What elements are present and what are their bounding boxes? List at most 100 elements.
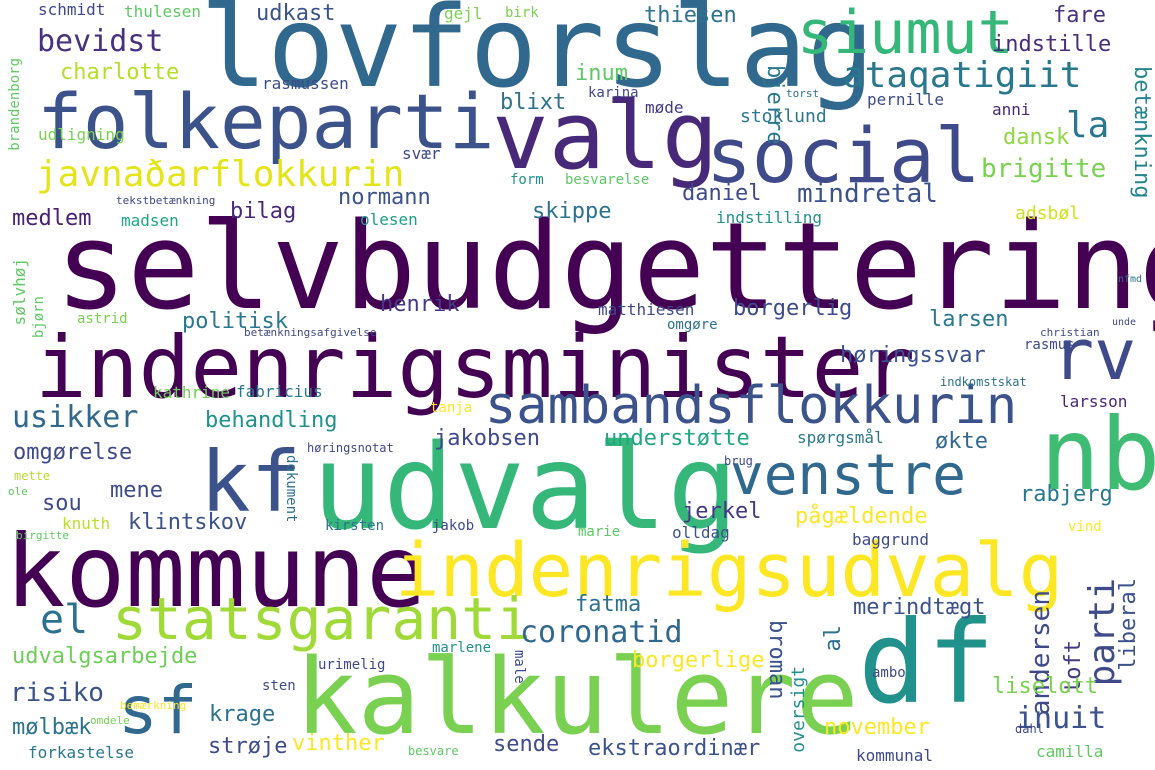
- word: udligning: [38, 125, 125, 144]
- word: inum: [575, 61, 628, 86]
- word: gejl: [444, 4, 483, 23]
- word: statsgaranti: [112, 585, 532, 653]
- word: betænkning: [1129, 66, 1154, 199]
- word: birk: [505, 5, 539, 21]
- word: matthiesen: [598, 300, 695, 319]
- word: knuth: [62, 514, 111, 533]
- word: mene: [110, 478, 163, 503]
- word: behandling: [205, 408, 338, 433]
- word: thulesen: [124, 2, 202, 21]
- word: borgerlig: [733, 296, 853, 321]
- word: omgørelse: [13, 440, 133, 465]
- word: madsen: [121, 211, 179, 230]
- word: rv: [1052, 314, 1137, 396]
- word: folkeparti: [37, 77, 495, 166]
- word: ambo: [872, 665, 906, 681]
- word: larsen: [929, 307, 1009, 332]
- word: jerkel: [682, 499, 762, 524]
- word: jakobsen: [434, 426, 540, 451]
- word: tanja: [430, 400, 473, 416]
- word: ole: [8, 485, 28, 498]
- word: valg: [492, 82, 719, 191]
- word: sølvhøj: [10, 258, 29, 326]
- word: ekstraordinær: [588, 736, 761, 761]
- word: el: [40, 597, 89, 643]
- word: la: [1066, 105, 1110, 146]
- word: bevidst: [37, 24, 164, 59]
- word: økte: [935, 429, 988, 454]
- word: dokument: [283, 455, 299, 523]
- word: olesen: [360, 210, 418, 229]
- word: pågældende: [795, 504, 928, 529]
- word: urimelig: [318, 657, 386, 673]
- word: df: [858, 596, 996, 729]
- word: udvalg: [312, 418, 739, 556]
- word: kf: [200, 433, 302, 531]
- word: møde: [645, 98, 684, 117]
- word: marlene: [432, 640, 492, 656]
- word: baggrund: [852, 530, 930, 549]
- word: fabricius: [236, 382, 323, 401]
- word: fatma: [575, 592, 642, 617]
- word: sambandsflokkurin: [485, 376, 1018, 436]
- word: nfmd: [1118, 274, 1143, 285]
- word: mindretal: [797, 179, 938, 209]
- word: liselott: [992, 674, 1098, 699]
- word: kommune: [5, 513, 427, 630]
- word: indstille: [992, 32, 1112, 57]
- word: indstilling: [716, 208, 822, 227]
- word: unde: [1112, 317, 1137, 328]
- word: kalkulere: [295, 636, 859, 758]
- word: vind: [1068, 519, 1102, 535]
- word: coronatid: [520, 615, 683, 650]
- word: mølbæk: [12, 715, 92, 740]
- word: medlem: [12, 206, 92, 231]
- word: larsson: [1060, 392, 1128, 411]
- word: nb: [1040, 396, 1155, 513]
- word: henrik: [380, 292, 460, 317]
- word: sf: [118, 672, 198, 749]
- word: sou: [42, 491, 82, 516]
- word: ataqatigiit: [843, 55, 1082, 96]
- word: marie: [578, 524, 621, 540]
- word: merindtægt: [853, 595, 986, 620]
- word: rabjerg: [1020, 482, 1113, 507]
- word: sende: [493, 732, 560, 757]
- word: javnaðarflokkurin: [36, 154, 405, 195]
- word: risiko: [10, 678, 104, 708]
- word: mette: [14, 469, 51, 483]
- word: svær: [402, 144, 441, 163]
- word: jakob: [432, 518, 475, 534]
- word: politisk: [182, 309, 288, 334]
- word: høringsnotat: [307, 441, 394, 455]
- word: dahl: [1015, 722, 1044, 736]
- word: adsbøl: [1015, 203, 1081, 224]
- word: schmidt: [38, 0, 106, 19]
- word: rasmussen: [262, 74, 349, 93]
- word: normann: [338, 185, 431, 210]
- word: brug: [724, 454, 753, 468]
- word: male: [511, 650, 527, 684]
- word: selvbudgettering: [55, 198, 1155, 337]
- word: indenrigsudvalg: [395, 528, 1064, 614]
- word: torst: [786, 87, 820, 100]
- word: forkastelse: [28, 743, 134, 762]
- word: rasmus: [1024, 337, 1075, 353]
- word: november: [824, 715, 930, 740]
- word: stoklund: [740, 106, 827, 127]
- word: udvalgsarbejde: [12, 644, 198, 669]
- word: daniel: [682, 181, 762, 206]
- word: tekstbetænkning: [116, 194, 216, 207]
- word: camilla: [1036, 742, 1104, 761]
- word: understøtte: [604, 426, 750, 451]
- word: bemærkning: [120, 699, 187, 712]
- word: pernille: [867, 90, 945, 109]
- word: indenrigsminister: [35, 318, 916, 418]
- word: siumut: [797, 0, 1014, 68]
- word: lovforslag: [200, 0, 875, 113]
- word: inuit: [1016, 701, 1107, 736]
- word: charlotte: [60, 60, 180, 85]
- word: indkomstskat: [940, 375, 1027, 389]
- word: besvarelse: [565, 172, 650, 188]
